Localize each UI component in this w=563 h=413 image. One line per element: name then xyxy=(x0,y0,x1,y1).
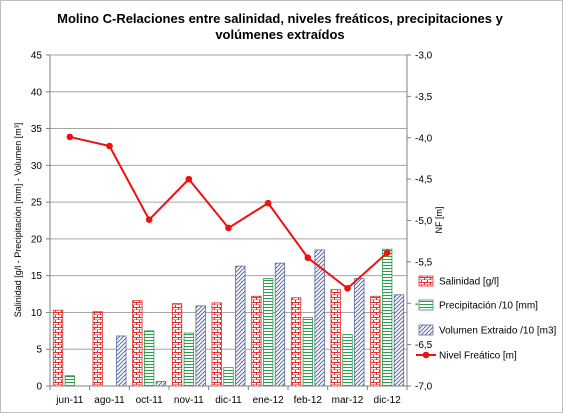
salinidad-bar xyxy=(132,300,143,387)
volumen-bar xyxy=(116,335,127,387)
volumen-bar xyxy=(235,265,246,387)
salinidad-bar xyxy=(211,302,222,387)
precipitacion-bar xyxy=(64,375,75,387)
salinidad-bar xyxy=(370,295,381,387)
nivel-freatico-point xyxy=(66,133,74,141)
precipitacion-bar xyxy=(223,367,234,387)
legend-label: Volumen Extraido /10 [m3] xyxy=(439,326,557,337)
y-tick-label: 35 xyxy=(31,124,43,135)
y-tick-label: 20 xyxy=(31,234,43,245)
salinidad-bar xyxy=(52,309,64,387)
chart-title-line-2: volúmenes extraídos xyxy=(215,27,344,42)
x-axis-ticks: jun-11 ago-11 oct-11 nov-11 dic-11 ene-12 feb-… xyxy=(49,386,408,406)
salinidad-bar xyxy=(330,289,341,387)
y-tick-label: 25 xyxy=(31,198,43,209)
x-tick-label: ene-12 xyxy=(253,395,285,406)
salinidad-bar xyxy=(251,295,262,387)
x-tick-label: ago-11 xyxy=(94,395,125,406)
y2-tick-label: -6,5 xyxy=(415,340,433,351)
y-tick-label: 15 xyxy=(31,271,43,282)
y2-tick-label: -3,5 xyxy=(415,92,433,103)
nivel-freatico-legend-marker xyxy=(422,351,430,359)
x-tick-label: mar-12 xyxy=(332,395,364,406)
volumen-bar xyxy=(195,305,206,387)
y-axis-ticks: 0 5 10 15 20 25 30 35 40 45 xyxy=(31,51,50,393)
axes xyxy=(49,55,408,387)
precipitacion-bar xyxy=(144,330,155,387)
y-tick-label: 30 xyxy=(31,161,43,172)
y2-tick-label: -4,0 xyxy=(415,133,433,144)
nivel-freatico-point xyxy=(383,249,391,257)
salinidad-bar xyxy=(290,297,302,387)
legend-label: Nivel Freático [m] xyxy=(439,351,517,362)
volumen-bar xyxy=(354,278,365,387)
y-tick-label: 10 xyxy=(31,308,43,319)
y-tick-label: 0 xyxy=(36,382,42,393)
x-tick-label: nov-11 xyxy=(174,395,204,406)
y-tick-label: 45 xyxy=(31,51,43,62)
volumen-legend-swatch xyxy=(418,324,434,336)
volumen-bar xyxy=(155,381,167,387)
salinidad-legend-swatch xyxy=(418,275,434,287)
precipitacion-legend-swatch xyxy=(418,299,434,311)
nivel-freatico-point xyxy=(304,254,312,262)
gridlines xyxy=(50,54,407,387)
y2-tick-label: -5,0 xyxy=(415,216,433,227)
x-tick-label: feb-12 xyxy=(294,395,323,406)
legend: Salinidad [g/l] Precipitación /10 [mm] Vol… xyxy=(416,275,557,362)
y-tick-label: 40 xyxy=(31,87,43,98)
nivel-freatico-point xyxy=(344,285,351,292)
nivel-freatico-polyline xyxy=(69,135,388,290)
nivel-freatico-point xyxy=(106,142,113,150)
x-tick-label: oct-11 xyxy=(136,395,163,406)
y-axis-label: Salinidad [g/l - Precipitación [mm] - Vo… xyxy=(13,123,23,318)
y2-tick-label: -5,5 xyxy=(415,257,433,268)
nivel-freatico-point xyxy=(225,224,232,232)
chart-title-line-1: Molino C-Relaciones entre salinidad, niv… xyxy=(57,11,504,26)
legend-label: Salinidad [g/l] xyxy=(439,277,499,288)
y2-axis-label: NF [m] xyxy=(434,207,444,234)
volumen-bar xyxy=(393,294,405,387)
precipitacion-bar xyxy=(382,248,393,387)
y-tick-label: 5 xyxy=(36,345,42,356)
y2-tick-label: -3,0 xyxy=(415,51,433,62)
precipitacion-bar xyxy=(183,332,194,387)
volumen-bar xyxy=(274,262,286,387)
y2-tick-label: -4,5 xyxy=(415,175,433,186)
y2-axis-ticks: -3,0-3,5-4,0-4,5-5,0-5,5-6,0-6,5-7,0 xyxy=(407,51,433,393)
precipitacion-bar xyxy=(342,334,353,387)
y2-tick-label: -7,0 xyxy=(415,382,433,393)
nivel-freatico-line xyxy=(66,133,391,292)
x-tick-label: dic-11 xyxy=(215,395,242,406)
legend-label: Precipitación /10 [mm] xyxy=(439,301,538,312)
x-tick-label: jun-11 xyxy=(55,395,83,406)
precipitacion-bar xyxy=(263,278,274,387)
bars xyxy=(52,248,405,387)
nivel-freatico-point xyxy=(145,216,153,223)
x-tick-label: dic-12 xyxy=(374,395,402,406)
nivel-freatico-point xyxy=(264,199,272,207)
salinidad-bar xyxy=(92,311,103,387)
precipitacion-bar xyxy=(302,317,313,387)
salinidad-bar xyxy=(171,303,183,387)
nivel-freatico-point xyxy=(185,175,193,183)
